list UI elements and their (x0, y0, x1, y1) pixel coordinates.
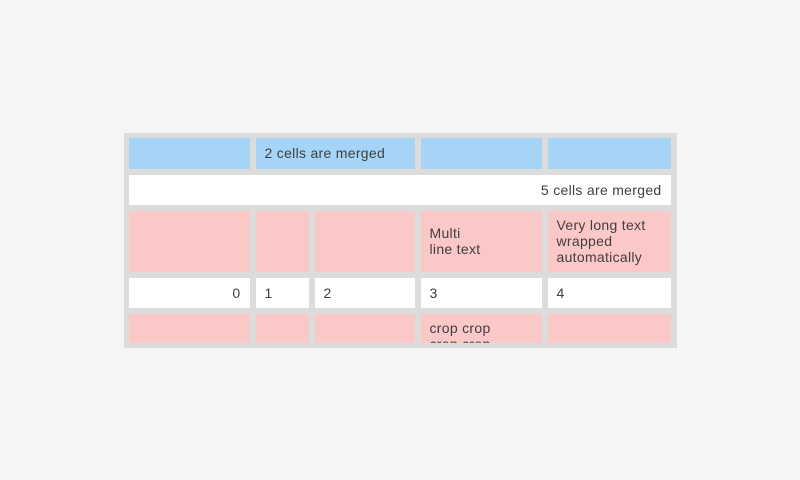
table-cell-r1-merged[interactable]: 5 cells are merged (128, 174, 671, 205)
table-row-numbers: 0 1 2 3 4 (128, 277, 672, 308)
table-cell-r3c4[interactable]: 4 (547, 277, 671, 308)
table-cell-r3c0[interactable]: 0 (128, 277, 250, 308)
table-cell-r2c4-wrapped[interactable]: Very long text wrapped automatically (547, 210, 671, 272)
table-cell-r4c0[interactable] (128, 313, 250, 343)
table-cell-r3c1[interactable]: 1 (255, 277, 309, 308)
table-cell-r3c3[interactable]: 3 (420, 277, 542, 308)
table-row-merged-full: 5 cells are merged (128, 174, 672, 205)
table-cell-r0c1-merged[interactable]: 2 cells are merged (255, 137, 415, 169)
table-row-pink-multiline: Multi line text Very long text wrapped a… (128, 210, 672, 272)
table-clip-area: 2 cells are merged 5 cells are merged Mu… (128, 137, 672, 343)
table-row-cropped: crop crop crop crop (128, 313, 672, 343)
table-cell-r4c1[interactable] (255, 313, 309, 343)
table-cell-r4c4[interactable] (547, 313, 671, 343)
table-cell-r0c3[interactable] (420, 137, 542, 169)
table-row-header: 2 cells are merged (128, 137, 672, 169)
table-cell-r0c0[interactable] (128, 137, 250, 169)
table-cell-r2c0[interactable] (128, 210, 250, 272)
table-cell-r4c2[interactable] (314, 313, 415, 343)
table-cell-r2c2[interactable] (314, 210, 415, 272)
table-cell-r2c1[interactable] (255, 210, 309, 272)
table-cell-r4c3-crop[interactable]: crop crop crop crop (420, 313, 542, 343)
table-cell-r2c3-multiline[interactable]: Multi line text (420, 210, 542, 272)
table: 2 cells are merged 5 cells are merged Mu… (123, 132, 677, 348)
table-cell-r0c4[interactable] (547, 137, 671, 169)
table-cell-r3c2[interactable]: 2 (314, 277, 415, 308)
